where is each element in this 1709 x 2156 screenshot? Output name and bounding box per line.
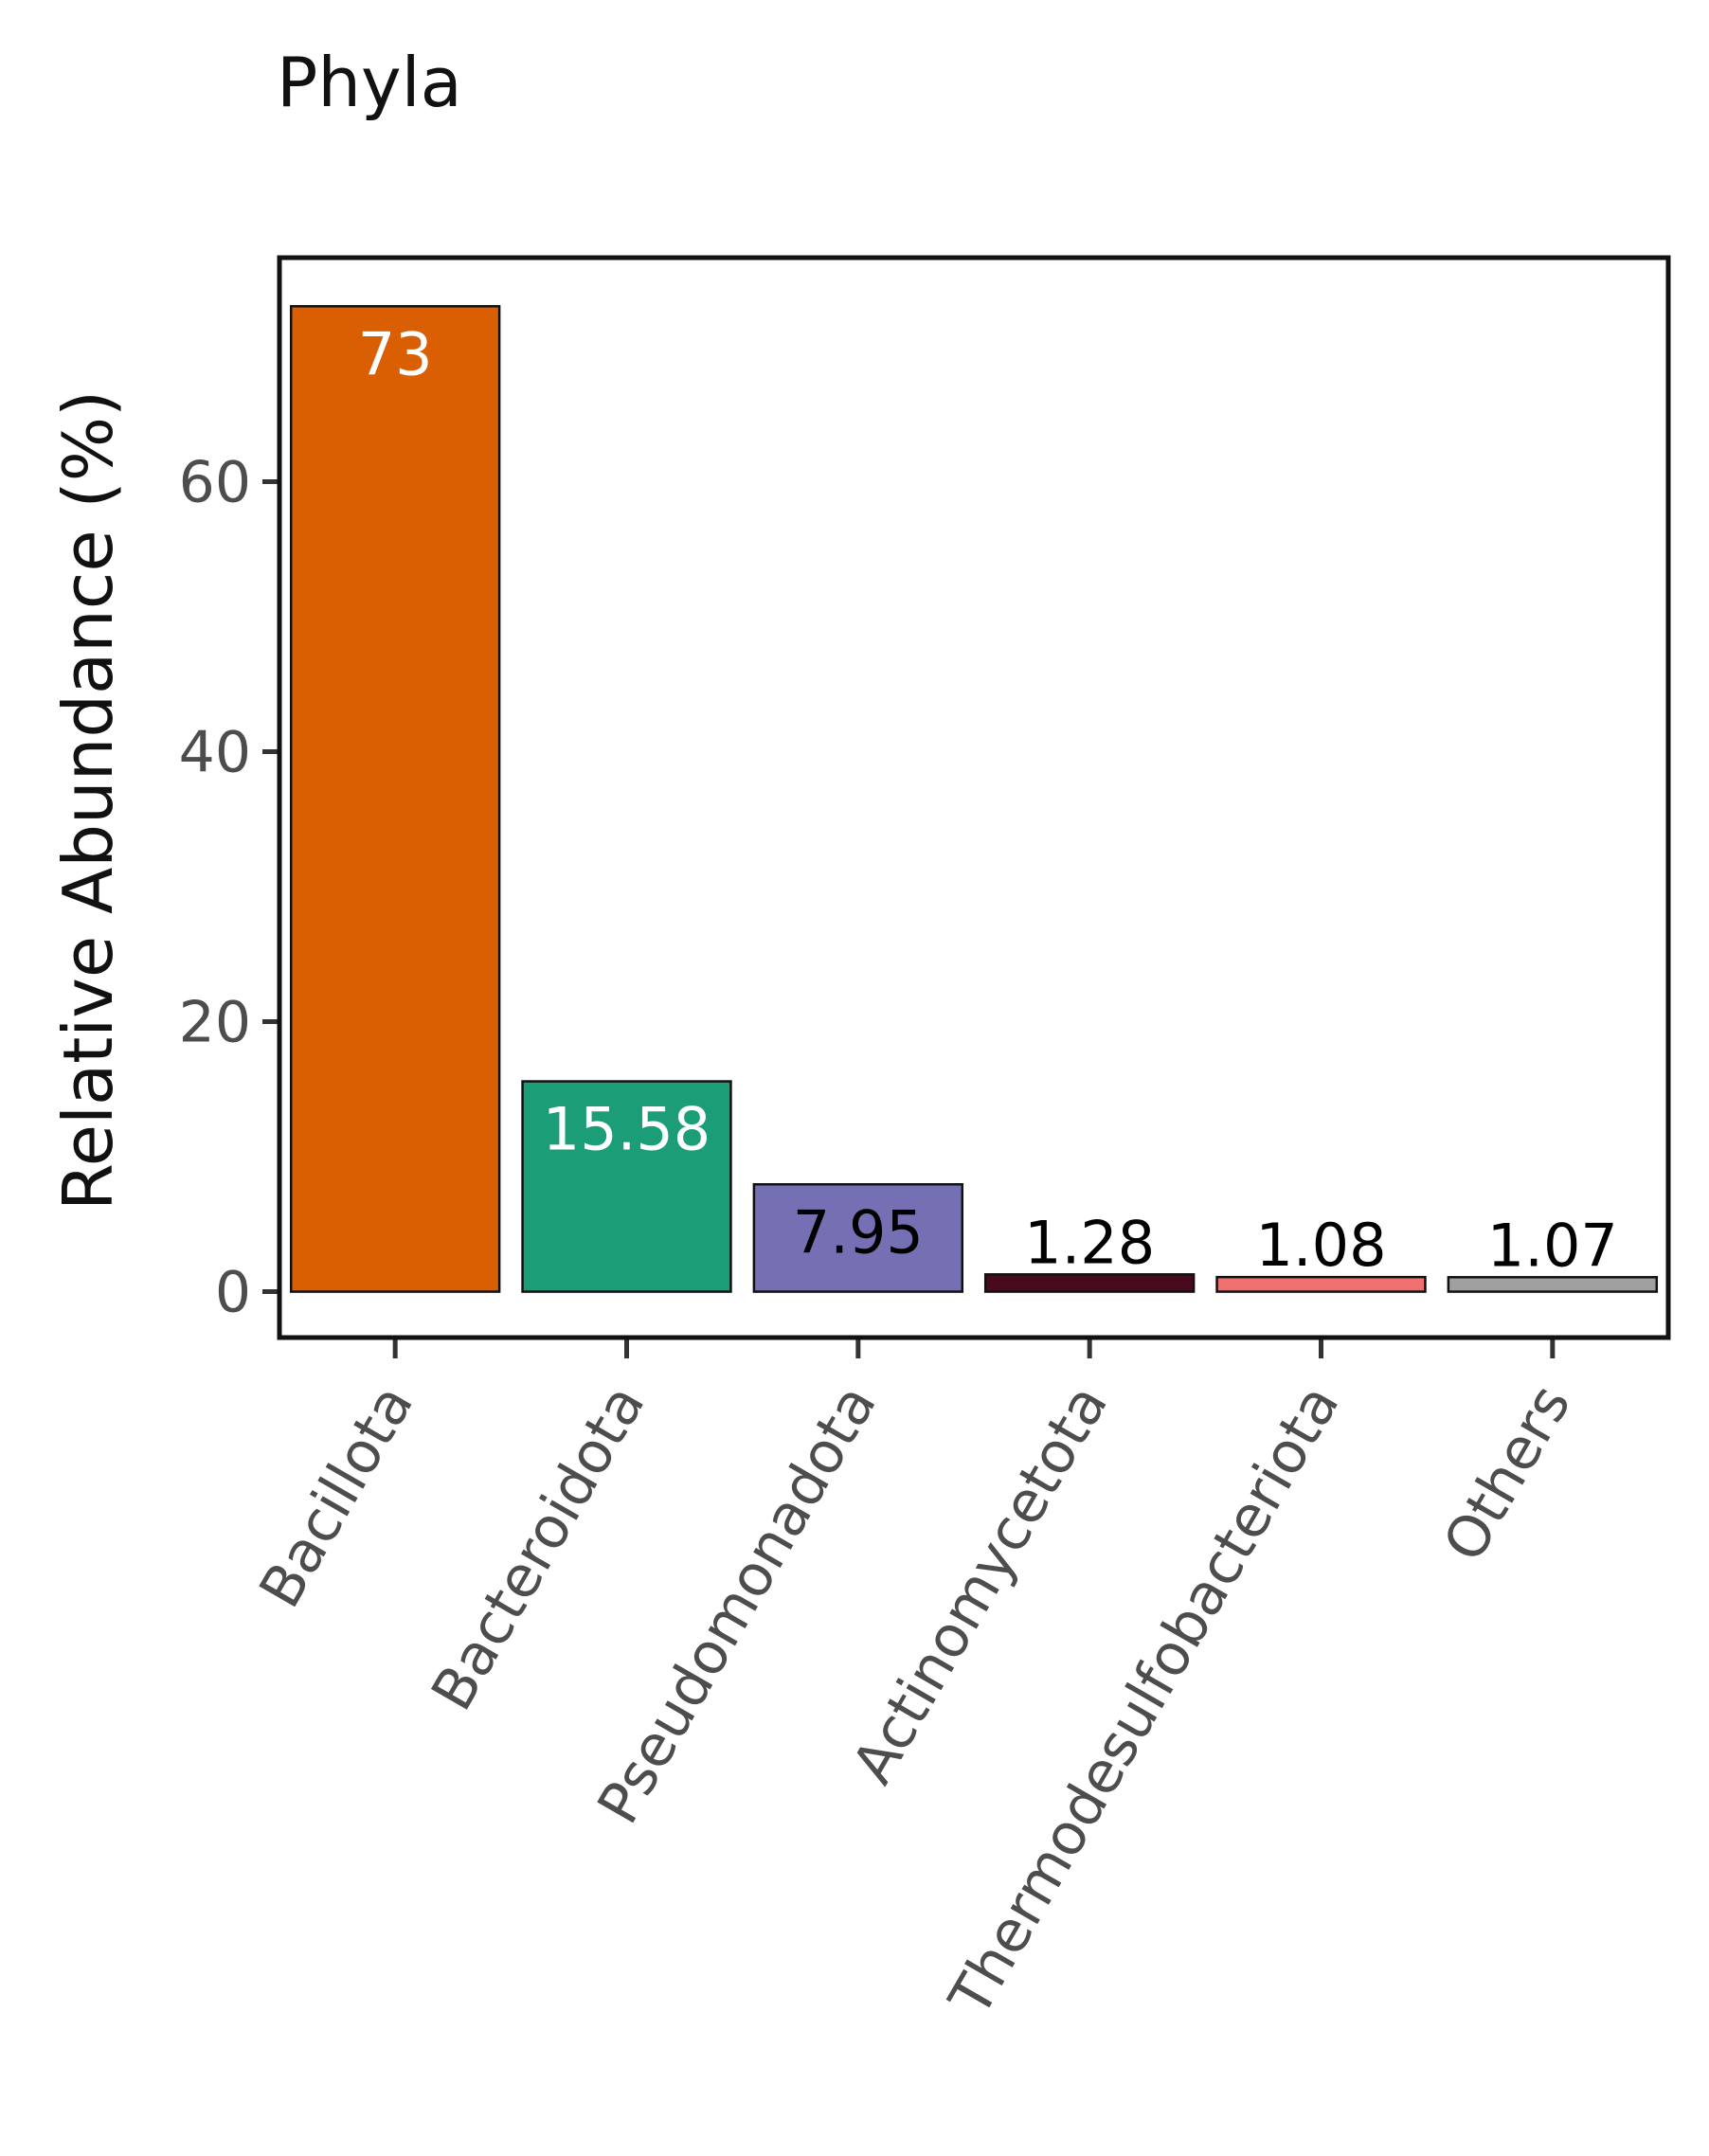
bar-pseudomonadota xyxy=(752,1183,964,1293)
y-tick-label: 40 xyxy=(179,720,251,786)
y-axis-label: Relative Abundance (%) xyxy=(48,390,128,1211)
y-tick-label: 60 xyxy=(179,450,251,516)
x-tick-label: Bacteroidota xyxy=(419,1374,657,1722)
x-tick-label: Thermodesulfobacteriota xyxy=(936,1374,1352,2028)
y-tick-label: 0 xyxy=(215,1260,251,1326)
data-label: 7.95 xyxy=(793,1197,924,1267)
bar-bacillota xyxy=(289,305,501,1293)
y-axis: 0 20 40 60 xyxy=(179,450,279,1326)
data-labels: 73 15.58 7.95 1.28 1.08 1.07 xyxy=(358,319,1618,1280)
bar-others xyxy=(1447,1276,1659,1293)
y-tick-label: 20 xyxy=(179,990,251,1056)
data-label: 1.28 xyxy=(1024,1208,1155,1277)
data-label: 73 xyxy=(358,319,433,388)
x-tick-label: Bacillota xyxy=(247,1374,427,1619)
bar-actinomycetota xyxy=(983,1273,1196,1293)
bars xyxy=(289,305,1659,1293)
chart-title: Phyla xyxy=(277,43,462,122)
x-axis: BacillotaBacteroidotaPseudomonadotaActin… xyxy=(247,1338,1584,2028)
data-label: 1.07 xyxy=(1487,1211,1618,1280)
data-label: 1.08 xyxy=(1255,1211,1386,1280)
bar-thermodesulfobacteriota xyxy=(1215,1275,1427,1293)
data-label: 15.58 xyxy=(543,1095,711,1164)
x-tick-label: Actinomycetota xyxy=(839,1374,1121,1795)
plot-frame xyxy=(277,255,1671,1340)
x-tick-label: Others xyxy=(1430,1374,1583,1573)
bar-bacteroidota xyxy=(521,1080,732,1293)
